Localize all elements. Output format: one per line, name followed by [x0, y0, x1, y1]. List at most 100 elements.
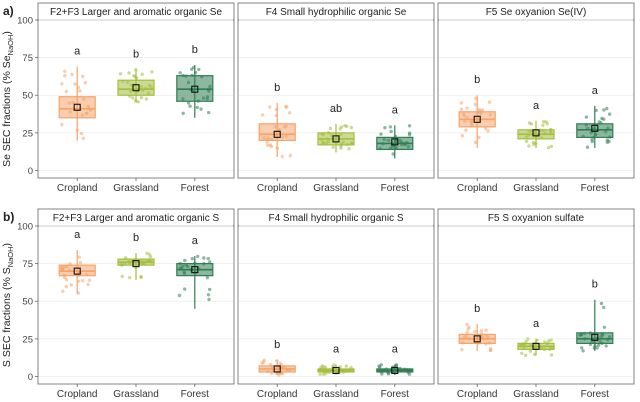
data-point — [480, 108, 485, 112]
data-point — [61, 289, 65, 293]
data-point — [549, 144, 554, 149]
data-point — [208, 260, 212, 264]
x-tick-label: Cropland — [457, 389, 498, 400]
data-point — [486, 129, 490, 133]
data-point — [127, 275, 132, 280]
significance-letter: b — [274, 339, 280, 351]
data-point — [464, 128, 468, 132]
data-point — [484, 328, 488, 332]
significance-letter: a — [74, 229, 81, 241]
panel-frame — [37, 225, 235, 385]
y-tick-label: 100 — [17, 222, 33, 233]
data-point — [602, 325, 607, 329]
data-point — [527, 144, 531, 148]
data-point — [487, 100, 492, 104]
x-tick-label: Grassland — [513, 389, 559, 400]
data-point — [479, 329, 484, 333]
data-point — [459, 101, 464, 105]
data-point — [580, 346, 584, 350]
data-point — [473, 329, 477, 334]
mean-marker — [273, 365, 281, 373]
data-point — [81, 279, 85, 283]
significance-letter: a — [333, 343, 340, 355]
data-point — [268, 143, 273, 147]
x-tick-label: Forest — [181, 183, 210, 194]
significance-letter: b — [474, 74, 480, 86]
data-point — [320, 364, 325, 368]
significance-letter: b — [474, 303, 480, 315]
mean-marker — [591, 333, 599, 341]
data-point — [64, 89, 69, 94]
y-axis-title-suffix: ) — [1, 31, 13, 35]
x-tick-label: Cropland — [57, 389, 98, 400]
x-tick-label: Cropland — [257, 183, 298, 194]
significance-letter: a — [533, 318, 540, 330]
data-point — [602, 305, 606, 310]
data-point — [268, 362, 273, 367]
data-point — [524, 339, 528, 344]
data-point — [78, 260, 83, 265]
data-point — [343, 124, 347, 128]
y-tick-label: 25 — [22, 128, 33, 139]
data-point — [131, 96, 135, 100]
significance-letter: b — [133, 232, 139, 244]
data-point — [136, 100, 140, 104]
data-point — [195, 105, 199, 110]
panel-frame — [237, 225, 435, 385]
mean-marker — [73, 267, 81, 275]
data-point — [139, 275, 143, 279]
x-tick-label: Grassland — [313, 183, 359, 194]
x-tick-label: Forest — [381, 389, 410, 400]
data-point — [205, 276, 210, 280]
panel-title: F4 Small hydrophilic organic Se — [266, 7, 407, 18]
data-point — [81, 74, 85, 79]
box-iqr — [117, 79, 155, 96]
data-point — [332, 363, 336, 367]
y-axis-title: S SEC fractions (% SNaOH) — [1, 243, 15, 367]
data-point — [599, 301, 604, 306]
data-point — [520, 351, 524, 355]
data-point — [377, 364, 381, 368]
data-point — [81, 136, 86, 140]
data-point — [77, 255, 82, 259]
y-tick-label: 100 — [17, 16, 33, 27]
x-tick-label: Grassland — [113, 183, 159, 194]
y-axis-title-main: Se SEC fractions (% Se — [1, 55, 13, 167]
y-axis-title-suffix: ) — [1, 243, 13, 247]
data-point — [460, 347, 464, 352]
data-point — [64, 285, 69, 289]
y-axis-title-subscript: NaOH — [6, 35, 15, 56]
significance-letter: b — [133, 49, 139, 61]
data-point — [127, 71, 131, 75]
data-point — [595, 346, 599, 350]
row-label: a) — [3, 4, 14, 18]
data-point — [465, 322, 469, 327]
data-point — [70, 72, 74, 77]
data-point — [605, 138, 609, 142]
mean-marker — [273, 130, 281, 138]
mean-marker — [532, 129, 540, 137]
data-point — [69, 283, 74, 287]
mean-marker — [132, 84, 140, 92]
data-point — [118, 72, 123, 76]
data-point — [473, 102, 477, 107]
data-point — [287, 111, 292, 115]
x-tick-label: Grassland — [313, 389, 359, 400]
data-point — [523, 353, 528, 357]
data-point — [460, 134, 465, 138]
mean-marker — [332, 135, 340, 143]
mean-marker — [532, 342, 540, 350]
data-point — [526, 337, 530, 341]
data-point — [147, 252, 152, 257]
mean-marker — [473, 335, 481, 343]
data-point — [529, 122, 534, 126]
data-point — [407, 372, 412, 376]
data-point — [585, 145, 590, 149]
panel-title: F5 Se oxyanion Se(IV) — [486, 7, 587, 18]
data-point — [465, 106, 469, 110]
data-point — [140, 72, 144, 76]
data-point — [383, 126, 387, 130]
data-point — [541, 120, 546, 124]
x-tick-label: Cropland — [457, 183, 498, 194]
